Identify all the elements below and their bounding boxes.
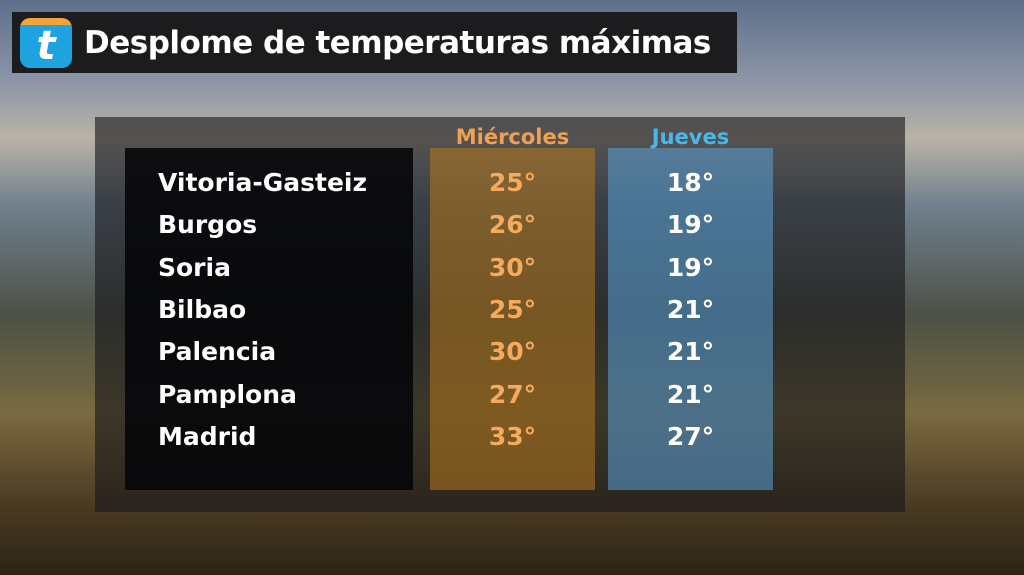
temp-value: 25° [488,168,537,197]
temp-value: 30° [488,252,537,282]
temp-value: 19° [666,210,715,240]
logo: t [20,18,72,69]
city-name: Burgos [158,210,258,240]
column-header: Miércoles [455,125,570,149]
temp-value: 21° [666,379,715,409]
temp-value: 26° [488,210,537,240]
column-box [608,148,773,490]
title: Desplome de temperaturas máximas [84,25,711,61]
city-name: Vitoria-Gasteiz [158,168,368,197]
column-header: Jueves [651,125,730,149]
city-name: Soria [158,252,231,282]
temp-value: 21° [666,337,715,367]
temp-value: 18° [666,168,715,197]
city-name: Bilbao [158,294,247,324]
city-name: Madrid [158,421,257,451]
temp-value: 27° [488,379,537,409]
title-bar [12,12,737,73]
temp-value: 21° [666,294,715,324]
city-name: Pamplona [158,379,297,409]
column-box [430,148,595,490]
temp-value: 27° [666,421,715,451]
temp-value: 19° [666,252,715,282]
cities-box [125,148,413,490]
temp-value: 25° [488,294,537,324]
temp-value: 30° [488,337,537,367]
temp-value: 33° [488,421,537,451]
city-name: Palencia [158,337,277,367]
